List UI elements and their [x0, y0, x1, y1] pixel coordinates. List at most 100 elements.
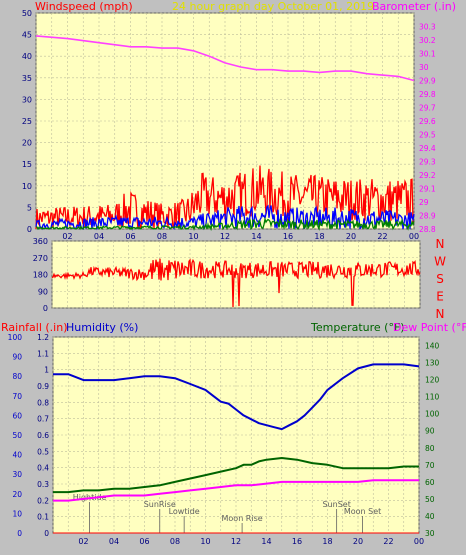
- x-tick-label: 14: [261, 537, 271, 546]
- barometer-tick-label: 30: [419, 63, 429, 72]
- barometer-tick-label: 28.9: [419, 212, 436, 221]
- x-tick-label: 08: [157, 232, 167, 241]
- x-tick-label: 12: [220, 232, 230, 241]
- rainfall-tick-label: 0.9: [37, 382, 49, 391]
- humidity-series: [53, 363, 420, 431]
- direction-series: [51, 258, 421, 308]
- temperature-tick-label: 60: [425, 478, 435, 487]
- gust-series: [35, 204, 415, 232]
- x-tick-label: 00: [414, 537, 424, 546]
- windspeed-axis-title: Windspeed (mph): [35, 0, 133, 13]
- dewpoint-series: [53, 479, 419, 502]
- barometer-axis-title: Barometer (.in): [372, 0, 456, 13]
- humidity-tick-label: 30: [12, 470, 22, 479]
- windspeed-tick-label: 35: [22, 74, 32, 83]
- x-tick-label: 10: [188, 232, 198, 241]
- windspeed-tick-label: 45: [22, 31, 32, 40]
- barometer-tick-label: 29.1: [419, 185, 436, 194]
- x-tick-label: 12: [231, 537, 241, 546]
- event-label: SunSet: [322, 500, 350, 509]
- windspeed-tick-label: 5: [27, 203, 32, 212]
- wind-grid: [35, 12, 415, 230]
- barometer-tick-label: 29: [419, 198, 429, 207]
- x-tick-label: 22: [377, 232, 387, 241]
- humidity-tick-label: 50: [12, 431, 22, 440]
- rainfall-ticks: 0 0.1 0.2 0.3 0.4 0.5 0.6 0.7 0.8 0.9 1 1.1 1.2: [37, 333, 49, 538]
- wind-series: [35, 35, 415, 232]
- x-tick-label: 08: [170, 537, 180, 546]
- humidity-ticks: 0 10 20 30 40 50 60 70 80 90 100: [8, 333, 23, 538]
- wind-direction-series: [51, 258, 421, 308]
- average-wind-series: [36, 216, 415, 232]
- barometer-tick-label: 28.8: [419, 225, 436, 234]
- compass-label: E: [436, 290, 444, 304]
- x-tick-label: 16: [292, 537, 302, 546]
- compass-label: S: [436, 272, 444, 286]
- barometer-tick-label: 29.6: [419, 117, 436, 126]
- windspeed-tick-label: 20: [22, 139, 32, 148]
- rainfall-tick-label: 0: [44, 529, 49, 538]
- compass-label: N: [436, 237, 445, 251]
- event-label: Moon Rise: [222, 514, 263, 523]
- barometer-tick-label: 29.2: [419, 171, 436, 180]
- event-label: SunRise: [144, 500, 176, 509]
- event-label: Moon Set: [344, 507, 381, 516]
- temperature-tick-label: 90: [425, 427, 435, 436]
- event-label: Lowtide: [169, 507, 200, 516]
- x-tick-label: 20: [353, 537, 363, 546]
- wind-x-ticks: 02 04 06 08 10 12 14 16 18 20 22 00: [62, 232, 419, 241]
- rainfall-tick-label: 0.1: [37, 513, 49, 522]
- temperature-tick-label: 30: [425, 529, 435, 538]
- windspeed-tick-label: 50: [22, 9, 32, 18]
- compass-label: W: [434, 255, 446, 269]
- direction-tick-label: 270: [33, 254, 48, 263]
- climate-series: [53, 363, 420, 534]
- barometer-tick-label: 30.3: [419, 23, 436, 32]
- rainfall-tick-label: 1.2: [37, 333, 49, 342]
- humidity-tick-label: 40: [12, 451, 22, 460]
- barometer-tick-label: 29.4: [419, 144, 436, 153]
- humidity-tick-label: 10: [12, 509, 22, 518]
- rainfall-tick-label: 1.1: [37, 349, 49, 358]
- temperature-tick-label: 120: [425, 376, 440, 385]
- temperature-tick-label: 140: [425, 342, 440, 351]
- windspeed-ticks: 0 5 10 15 20 25 30 35 40 45 50: [22, 9, 32, 234]
- temperature-ticks: 30 40 50 60 70 80 90 100 110 120 130 140: [425, 342, 440, 538]
- dewpoint-axis-title: Dew Point (°F): [393, 321, 466, 334]
- temperature-tick-label: 100: [425, 410, 440, 419]
- humidity-tick-label: 70: [12, 392, 22, 401]
- barometer-tick-label: 30.1: [419, 50, 436, 59]
- barometer-tick-label: 29.9: [419, 77, 436, 86]
- x-tick-label: 22: [383, 537, 393, 546]
- direction-tick-label: 180: [33, 271, 48, 280]
- windspeed-tick-label: 40: [22, 52, 32, 61]
- rainfall-tick-label: 0.7: [37, 415, 49, 424]
- windspeed-tick-label: 15: [22, 160, 32, 169]
- rainfall-tick-label: 0.8: [37, 398, 49, 407]
- graph-title: 24 hour graph day October 01, 2019: [172, 0, 374, 13]
- windspeed-tick-label: 25: [22, 117, 32, 126]
- x-tick-label: 14: [251, 232, 261, 241]
- temperature-tick-label: 130: [425, 359, 440, 368]
- rainfall-tick-label: 1: [44, 366, 49, 375]
- x-tick-label: 02: [62, 232, 72, 241]
- direction-tick-label: 360: [33, 237, 48, 246]
- rainfall-tick-label: 0.6: [37, 431, 49, 440]
- rainfall-tick-label: 0.5: [37, 447, 49, 456]
- windspeed-tick-label: 0: [27, 225, 32, 234]
- direction-ticks: 0 90 180 270 360: [33, 237, 48, 313]
- x-tick-label: 18: [314, 232, 324, 241]
- windspeed-tick-label: 10: [22, 182, 32, 191]
- x-tick-label: 04: [109, 537, 119, 546]
- temperature-tick-label: 50: [425, 495, 435, 504]
- x-tick-label: 18: [322, 537, 332, 546]
- direction-tick-label: 0: [43, 304, 48, 313]
- temperature-tick-label: 80: [425, 444, 435, 453]
- x-tick-label: 16: [283, 232, 293, 241]
- humidity-axis-title: Humidity (%): [66, 321, 138, 334]
- direction-tick-label: 90: [38, 287, 48, 296]
- x-tick-label: 10: [200, 537, 210, 546]
- humidity-tick-label: 100: [8, 333, 23, 342]
